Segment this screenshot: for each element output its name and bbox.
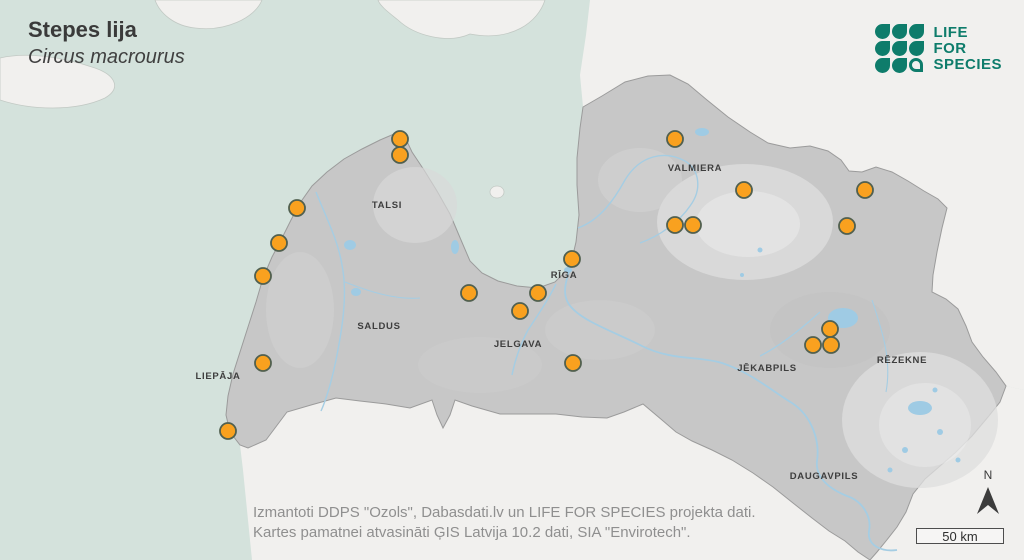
observation-point — [666, 130, 684, 148]
north-arrow: N — [976, 468, 1000, 482]
city-label-rīga: RĪGA — [551, 270, 578, 281]
city-label-jelgava: JELGAVA — [494, 339, 542, 350]
north-arrow-label: N — [983, 468, 993, 482]
attribution-line-2: Kartes pamatnei atvasināti ĢIS Latvija 1… — [253, 524, 691, 541]
observation-point — [391, 146, 409, 164]
city-labels-layer: TALSI RĪGA SALDUS JELGAVA LIEPĀJA VALMIERA JĒK… — [195, 163, 927, 482]
observation-points-layer — [219, 130, 874, 440]
observation-point — [254, 354, 272, 372]
observation-point — [735, 181, 753, 199]
river-abava — [344, 281, 421, 299]
logo-wordmark: LIFE FOR SPECIES — [933, 23, 1002, 73]
observation-point — [219, 422, 237, 440]
estonia-russia-landmass — [580, 0, 1024, 390]
scale-bar: 50 km — [916, 528, 1004, 544]
attribution-line-1: Izmantoti DDPS "Ozols", Dabasdati.lv un … — [253, 504, 756, 521]
observation-point — [529, 284, 547, 302]
observation-point — [563, 250, 581, 268]
lithuania-landmass — [240, 398, 870, 560]
observation-point — [666, 216, 684, 234]
observation-point — [460, 284, 478, 302]
island-shape — [489, 185, 505, 199]
species-scientific-name: Circus macrourus — [28, 46, 185, 68]
lake-razna — [908, 401, 932, 415]
scale-bar-label: 50 km — [942, 528, 978, 544]
observation-point — [288, 199, 306, 217]
observation-point — [391, 130, 409, 148]
life-for-species-logo: LIFE FOR SPECIES — [875, 24, 1002, 73]
observation-point — [838, 217, 856, 235]
city-label-daugavpils: DAUGAVPILS — [790, 471, 859, 482]
species-common-name: Stepes lija — [28, 17, 137, 42]
island-shape — [154, 0, 263, 30]
observation-point — [564, 354, 582, 372]
observation-point — [254, 267, 272, 285]
city-label-jēkabpils: JĒKABPILS — [737, 363, 797, 374]
observation-point — [270, 234, 288, 252]
river-lielupe — [511, 283, 557, 376]
river-venta — [315, 191, 346, 412]
river-daugava — [564, 261, 898, 552]
island-shape — [0, 54, 115, 109]
city-label-rēzekne: RĒZEKNE — [877, 355, 927, 366]
observation-point — [822, 336, 840, 354]
river-tributary — [871, 299, 889, 393]
observation-point — [804, 336, 822, 354]
observation-point — [511, 302, 529, 320]
terrain-shading — [266, 148, 998, 488]
city-label-valmiera: VALMIERA — [668, 163, 723, 174]
data-attribution: Izmantoti DDPS "Ozols", Dabasdati.lv un … — [253, 503, 756, 543]
river-aiviekste — [759, 311, 821, 357]
city-label-talsi: TALSI — [372, 200, 402, 211]
island-shape — [377, 0, 546, 39]
north-arrow-icon — [977, 487, 999, 514]
observation-point — [856, 181, 874, 199]
observation-point — [684, 216, 702, 234]
map-title-block: Stepes lija Circus macrourus — [28, 16, 185, 70]
city-label-liepāja: LIEPĀJA — [195, 371, 240, 382]
observation-point — [821, 320, 839, 338]
city-label-saldus: SALDUS — [357, 321, 400, 332]
logo-drops-icon — [875, 24, 925, 73]
